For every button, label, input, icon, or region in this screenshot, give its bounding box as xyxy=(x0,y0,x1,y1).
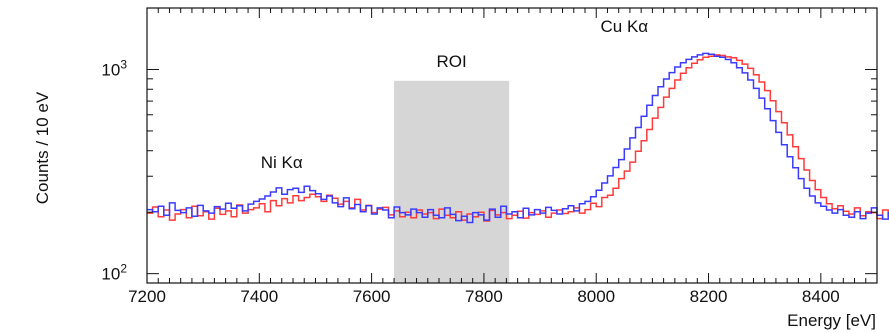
y-tick-label: 103 xyxy=(101,57,127,79)
x-tick-label: 7400 xyxy=(240,287,278,306)
annotation-ni-peak: Ni Kα xyxy=(261,153,303,172)
plot-frame xyxy=(146,7,878,284)
x-tick-label: 7600 xyxy=(353,287,391,306)
series-line-red xyxy=(147,54,889,222)
plot-background xyxy=(147,8,877,283)
annotation-cu-peak: Cu Kα xyxy=(600,17,648,36)
x-tick-label: 8000 xyxy=(577,287,615,306)
series-line-blue xyxy=(147,52,889,224)
x-tick-label: 8200 xyxy=(690,287,728,306)
y-tick-exponent: 2 xyxy=(120,262,127,276)
y-tick-exponent: 3 xyxy=(120,57,127,71)
y-tick-label: 102 xyxy=(101,262,127,284)
x-tick-label: 8400 xyxy=(802,287,840,306)
x-axis-label: Energy [eV] xyxy=(787,311,876,330)
y-axis-label: Counts / 10 eV xyxy=(33,91,52,204)
roi-label: ROI xyxy=(437,52,467,71)
x-tick-label: 7800 xyxy=(465,287,503,306)
x-tick-label: 7200 xyxy=(128,287,166,306)
roi-band xyxy=(394,80,510,283)
